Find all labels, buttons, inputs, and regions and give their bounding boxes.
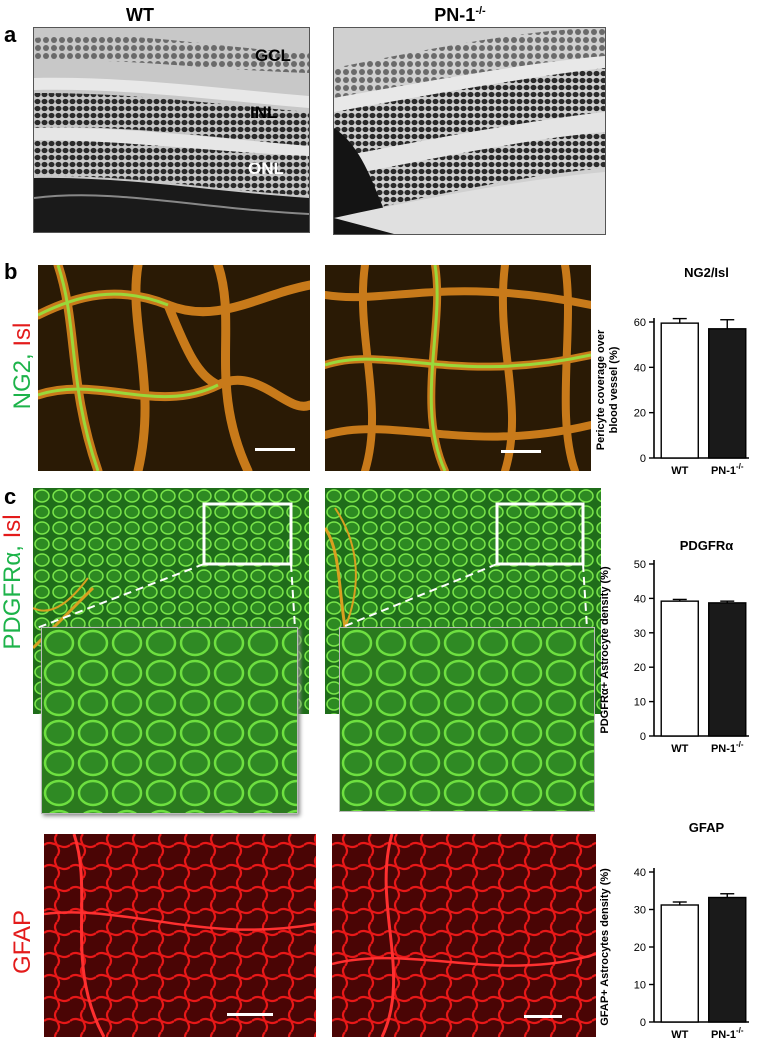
retina-section-wt-image xyxy=(33,27,310,233)
stain-label-pdgfra-isl: PDGFRα, Isl xyxy=(0,497,27,667)
x-tick-base: PN-1 xyxy=(711,1029,736,1040)
panel-letter-c: c xyxy=(4,484,17,509)
stain-isl: Isl xyxy=(9,322,36,347)
chart-title: PDGFRα xyxy=(680,538,734,553)
chart-gfap: GFAP GFAP+ Astrocytes density (%) 0 10 20 30 4… xyxy=(594,810,759,1041)
y-tick-label: 60 xyxy=(634,317,646,329)
y-tick-label: 40 xyxy=(634,593,646,605)
y-axis-label: GFAP+ Astrocytes density (%) xyxy=(599,868,611,1026)
stain-label-ng2-isl: NG2, Isl xyxy=(9,311,37,421)
x-tick-base: WT xyxy=(671,743,688,753)
panel-letter-b: b xyxy=(4,259,18,284)
column-header-wt: WT xyxy=(126,5,154,25)
x-tick-base: WT xyxy=(671,465,688,477)
chart-title: GFAP xyxy=(689,820,725,835)
chart-pdgfra: PDGFRα PDGFRα+ Astrocyte density (%) 0 10 20… xyxy=(594,528,759,755)
x-tick-sup: -/- xyxy=(736,462,744,471)
y-tick-label: 0 xyxy=(640,731,646,743)
x-tick-label: WT xyxy=(671,1029,688,1040)
y-tick-label: 10 xyxy=(634,980,646,992)
gfap-pn1-image xyxy=(332,834,596,1037)
y-tick-label: 10 xyxy=(634,697,646,709)
column-header-pn1-sup: -/- xyxy=(475,5,486,17)
x-tick-label: WT xyxy=(671,465,688,477)
stain-ng2: NG2, xyxy=(9,346,36,410)
y-tick-label: 20 xyxy=(634,662,646,674)
gfap-wt-image xyxy=(44,834,316,1037)
retina-section-pn1-image xyxy=(333,27,606,235)
scale-bar xyxy=(524,1015,562,1018)
panel-letter-a: a xyxy=(4,22,17,47)
x-tick-base: PN-1 xyxy=(711,743,736,753)
chart-pdgfra-svg: PDGFRα PDGFRα+ Astrocyte density (%) 0 10 20… xyxy=(599,538,749,755)
scale-bar xyxy=(227,1013,273,1016)
stain-isl-c: Isl xyxy=(0,514,26,539)
x-tick-label: PN-1-/- xyxy=(711,1026,744,1040)
x-tick-label: PN-1-/- xyxy=(711,740,744,753)
y-tick-label: 20 xyxy=(634,942,646,954)
bar-pn-1 xyxy=(708,602,747,737)
scale-bar xyxy=(501,450,541,453)
bar-wt xyxy=(660,322,699,459)
scale-bar xyxy=(255,448,295,451)
layer-label-gcl: GCL xyxy=(255,46,291,65)
y-tick-label: 40 xyxy=(634,867,646,879)
column-header-pn1-knockout: PN-1-/- xyxy=(400,5,520,26)
pdgfra-wt-zoom-inset xyxy=(41,627,298,814)
ng2-isl-wt-image xyxy=(38,265,310,471)
x-tick-label: PN-1-/- xyxy=(711,462,744,477)
pdgfra-pn1-zoom-inset xyxy=(339,627,595,812)
ng2-isl-pn1-image xyxy=(325,265,591,471)
stain-pdgfra: PDGFRα, xyxy=(0,538,26,650)
chart-ng2-svg: NG2/Isl Pericyte coverage over blood vesse… xyxy=(595,265,749,477)
chart-ng2-isl: NG2/Isl Pericyte coverage over blood vesse… xyxy=(594,255,759,480)
chart-title: NG2/Isl xyxy=(684,265,729,280)
y-tick-label: 30 xyxy=(634,628,646,640)
y-axis-label: PDGFRα+ Astrocyte density (%) xyxy=(599,566,611,734)
y-tick-label: 50 xyxy=(634,559,646,571)
x-tick-sup: -/- xyxy=(736,1026,744,1035)
bar-wt xyxy=(660,904,699,1023)
x-tick-sup: -/- xyxy=(736,740,744,749)
y-tick-label: 30 xyxy=(634,905,646,917)
x-tick-base: PN-1 xyxy=(711,465,736,477)
y-tick-label: 20 xyxy=(634,408,646,420)
y-axis-label-line2: blood vessel (%) xyxy=(608,346,620,433)
y-tick-label: 0 xyxy=(640,1017,646,1029)
y-tick-label: 40 xyxy=(634,362,646,374)
y-axis-label: Pericyte coverage over xyxy=(595,329,607,450)
chart-gfap-svg: GFAP GFAP+ Astrocytes density (%) 0 10 20 30 4… xyxy=(599,820,749,1041)
x-tick-base: WT xyxy=(671,1029,688,1040)
y-tick-label: 0 xyxy=(640,453,646,465)
bar-wt xyxy=(660,600,699,737)
layer-label-onl: ONL xyxy=(248,159,284,178)
bar-pn-1 xyxy=(708,328,747,459)
bar-pn-1 xyxy=(708,896,747,1023)
x-tick-label: WT xyxy=(671,743,688,753)
layer-label-inl: INL xyxy=(250,103,278,122)
column-header-pn1-base: PN-1 xyxy=(434,5,476,25)
stain-label-gfap: GFAP xyxy=(9,909,36,975)
